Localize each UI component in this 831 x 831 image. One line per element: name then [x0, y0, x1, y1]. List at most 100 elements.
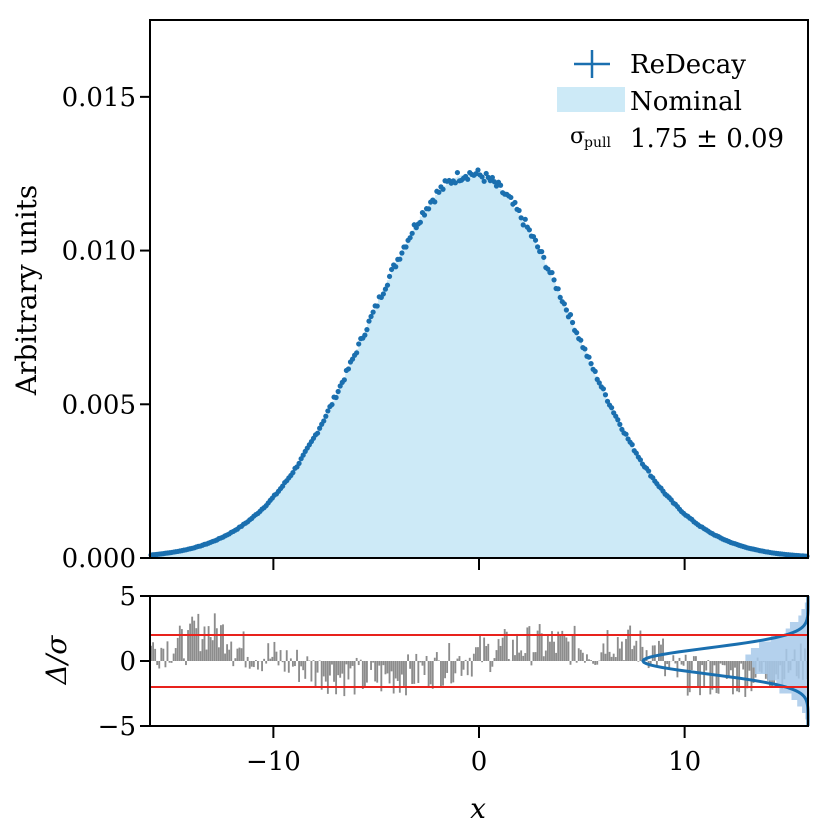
pull-bar — [209, 637, 212, 661]
redecay-point — [633, 450, 639, 456]
pull-bar — [355, 657, 358, 661]
pull-bar — [343, 661, 346, 697]
pull-bar — [557, 631, 560, 661]
pull-bar — [180, 629, 183, 661]
pull-bar — [660, 644, 662, 661]
redecay-point — [578, 337, 584, 343]
pull-bar — [573, 625, 576, 661]
pull-bar — [686, 661, 689, 696]
pull-bar — [226, 644, 229, 661]
pull-bar — [156, 661, 159, 666]
pull-bar — [370, 661, 372, 670]
redecay-point — [407, 235, 413, 241]
pull-bar — [590, 660, 592, 661]
pull-bar — [668, 661, 671, 669]
redecay-point — [592, 368, 598, 374]
pull-bar — [222, 624, 224, 661]
pull-bar — [581, 652, 584, 661]
pull-bar — [384, 661, 387, 675]
pull-bar — [721, 661, 724, 666]
pull-panel — [150, 596, 810, 726]
xtick-label: 10 — [668, 747, 701, 777]
pull-bar — [651, 645, 654, 661]
redecay-point — [409, 230, 415, 236]
pull-bar — [701, 661, 704, 666]
legend-redecay-label: ReDecay — [630, 50, 746, 80]
redecay-point — [454, 169, 461, 176]
pull-bar — [409, 661, 412, 669]
pull-bar — [407, 654, 409, 661]
pull-bar — [707, 660, 710, 661]
pull-bar — [230, 641, 233, 661]
redecay-point — [475, 167, 481, 173]
pull-bar — [491, 661, 494, 667]
pull-bar — [495, 650, 498, 661]
pull-bar — [279, 650, 282, 661]
pull-bar — [458, 656, 461, 661]
pull-bar — [474, 647, 477, 661]
pull-bar — [421, 661, 424, 666]
redecay-point — [465, 176, 471, 182]
redecay-point — [481, 178, 487, 184]
pull-bar — [431, 661, 434, 689]
pull-bar — [512, 639, 514, 661]
pull-bar — [390, 661, 393, 672]
pull-bar — [563, 634, 566, 661]
axes-layer: 0.000 0.005 0.010 0.015 −10 0 10 −5 0 5 — [62, 19, 809, 777]
redecay-point — [569, 319, 576, 326]
pull-projection-bin — [797, 700, 808, 707]
redecay-point — [549, 269, 555, 276]
pull-bar — [164, 661, 167, 668]
pull-bar — [507, 658, 510, 661]
pull-bar — [602, 643, 605, 661]
pull-bar — [546, 635, 549, 661]
pull-bar — [228, 649, 231, 661]
pull-bar — [592, 661, 595, 664]
redecay-point — [362, 332, 368, 338]
redecay-point — [574, 330, 580, 336]
pull-bar — [583, 661, 586, 663]
pull-bar — [442, 661, 444, 686]
pull-bar — [254, 660, 257, 661]
redecay-point — [483, 170, 489, 177]
pull-bar — [314, 661, 317, 687]
pull-bar — [306, 656, 309, 661]
pull-bar — [329, 661, 331, 676]
pull-bar — [224, 653, 226, 661]
redecay-point — [341, 377, 347, 383]
pull-bar — [337, 661, 340, 676]
pull-bar — [158, 661, 161, 669]
pull-bar — [577, 648, 580, 661]
redecay-point — [382, 286, 389, 292]
pull-bar — [639, 630, 642, 661]
pull-bar — [579, 649, 582, 661]
redecay-point — [296, 460, 302, 466]
pull-bar — [291, 661, 294, 667]
pull-bar — [645, 650, 648, 661]
pull-bar — [238, 647, 241, 661]
pull-projection-bin — [745, 654, 808, 661]
pull-bar — [520, 650, 523, 661]
pull-bar — [265, 661, 268, 664]
pull-bar — [625, 638, 627, 661]
pull-bar — [618, 648, 621, 661]
legend-sigma-symbol: σ — [570, 124, 585, 149]
pull-projection-bin — [770, 635, 808, 642]
pull-bar — [160, 647, 163, 661]
pull-ytick-label: 5 — [119, 582, 136, 612]
pull-bar — [308, 660, 311, 661]
redecay-point — [586, 354, 592, 360]
pull-bar — [361, 661, 364, 689]
redecay-point — [403, 244, 409, 250]
pull-bar — [386, 661, 389, 674]
redecay-point — [364, 327, 370, 333]
redecay-point — [374, 303, 380, 309]
pull-bar — [388, 661, 391, 684]
redecay-point — [290, 470, 296, 476]
redecay-point — [321, 418, 327, 424]
pull-bar — [170, 661, 173, 663]
y-axis-label-main: Arbitrary units — [10, 185, 43, 397]
pull-bar — [398, 661, 401, 693]
pull-bar — [263, 658, 266, 661]
pull-bar — [349, 661, 352, 669]
